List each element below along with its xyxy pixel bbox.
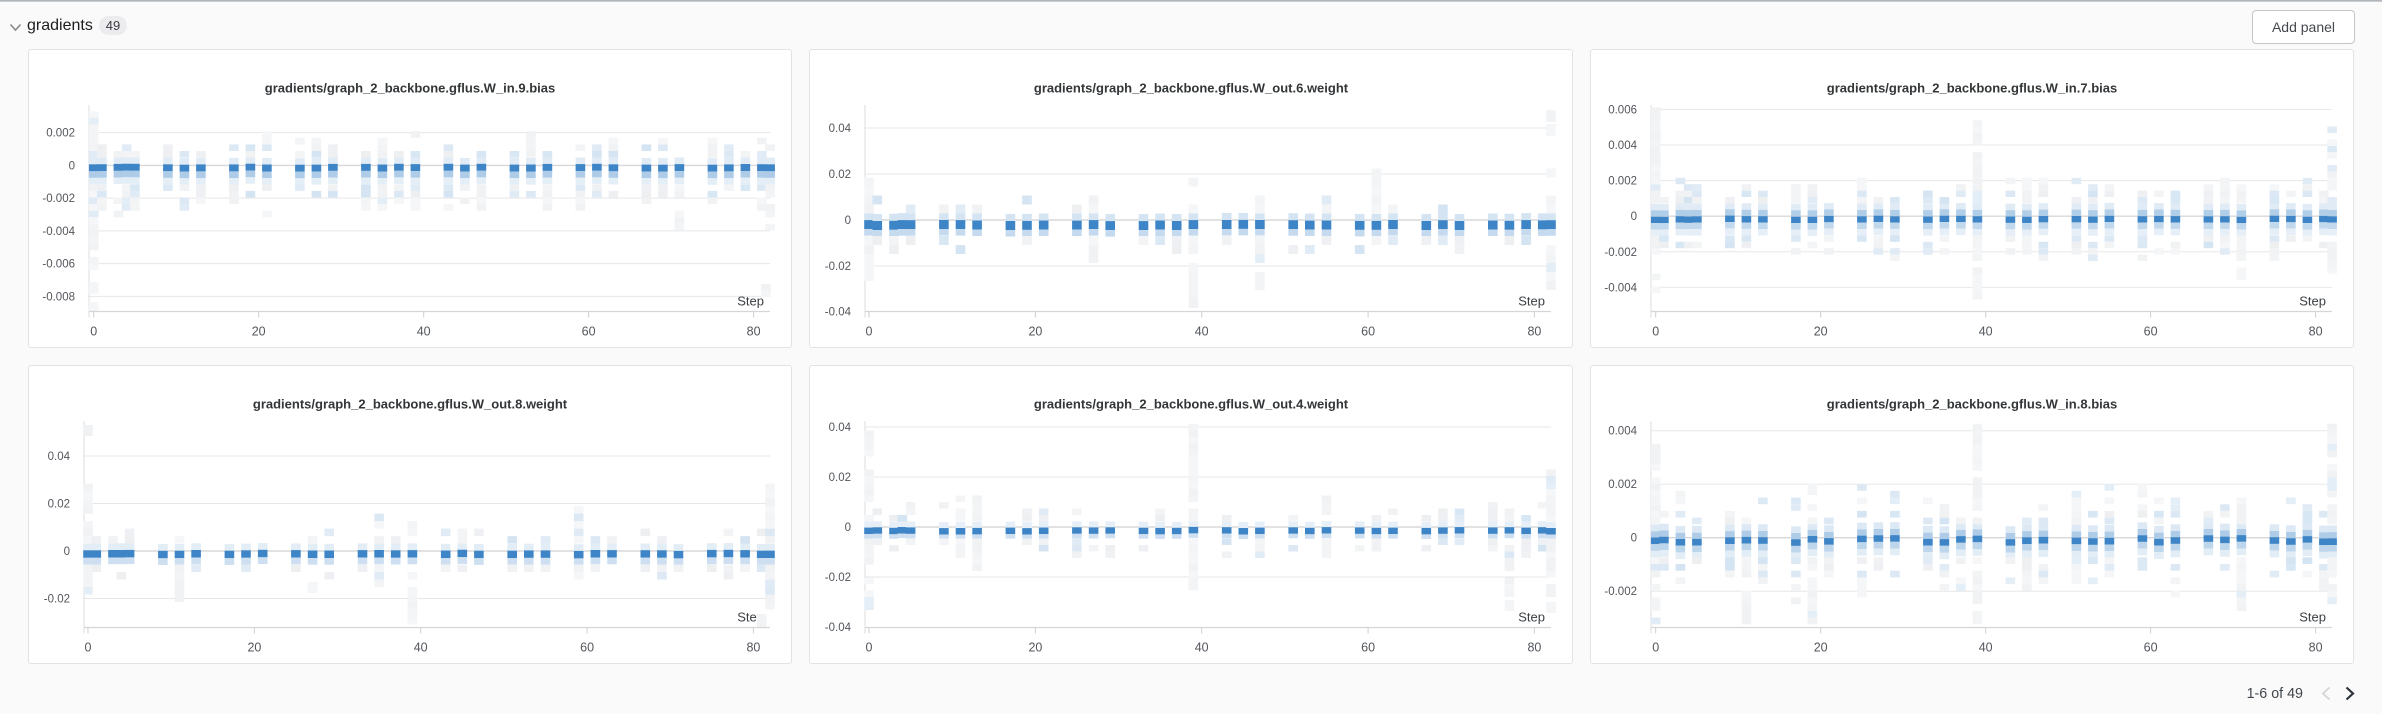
svg-text:0: 0 — [85, 641, 92, 655]
svg-text:gradients/graph_2_backbone.gfl: gradients/graph_2_backbone.gflus.W_out.6… — [1034, 81, 1349, 96]
svg-text:Step: Step — [1518, 610, 1545, 625]
svg-text:80: 80 — [1527, 641, 1541, 655]
svg-text:60: 60 — [582, 325, 596, 339]
svg-text:0: 0 — [1652, 641, 1659, 655]
svg-text:-0.02: -0.02 — [825, 572, 851, 584]
svg-text:0.02: 0.02 — [829, 472, 851, 484]
svg-text:80: 80 — [1527, 325, 1541, 339]
svg-text:40: 40 — [1979, 641, 1993, 655]
svg-text:gradients/graph_2_backbone.gfl: gradients/graph_2_backbone.gflus.W_out.8… — [253, 397, 568, 412]
svg-text:20: 20 — [252, 325, 266, 339]
svg-text:20: 20 — [247, 641, 261, 655]
svg-text:-0.02: -0.02 — [44, 594, 70, 606]
svg-text:40: 40 — [1195, 325, 1209, 339]
svg-text:0: 0 — [845, 215, 851, 227]
svg-text:Step: Step — [2299, 610, 2326, 625]
svg-text:80: 80 — [2309, 325, 2323, 339]
svg-text:40: 40 — [1195, 641, 1209, 655]
svg-text:Step: Step — [2299, 294, 2326, 309]
svg-text:-0.008: -0.008 — [42, 291, 75, 303]
svg-text:0: 0 — [866, 325, 873, 339]
svg-text:Step: Step — [737, 294, 764, 309]
svg-text:gradients/graph_2_backbone.gfl: gradients/graph_2_backbone.gflus.W_in.7.… — [1827, 81, 2117, 96]
svg-text:-0.002: -0.002 — [1604, 247, 1637, 259]
svg-text:-0.002: -0.002 — [42, 193, 75, 205]
svg-text:-0.006: -0.006 — [42, 259, 75, 271]
svg-text:gradients/graph_2_backbone.gfl: gradients/graph_2_backbone.gflus.W_in.8.… — [1827, 397, 2117, 412]
svg-text:40: 40 — [414, 641, 428, 655]
svg-text:-0.004: -0.004 — [42, 226, 75, 238]
svg-text:0.004: 0.004 — [1608, 426, 1637, 438]
svg-text:20: 20 — [1814, 325, 1828, 339]
svg-text:0: 0 — [1631, 211, 1637, 223]
svg-text:Step: Step — [1518, 294, 1545, 309]
svg-text:-0.04: -0.04 — [825, 307, 852, 319]
svg-text:gradients/graph_2_backbone.gfl: gradients/graph_2_backbone.gflus.W_in.9.… — [265, 81, 555, 96]
svg-text:0: 0 — [69, 160, 75, 172]
svg-text:0.04: 0.04 — [829, 123, 852, 135]
svg-text:0.004: 0.004 — [1608, 140, 1637, 152]
svg-text:0: 0 — [1631, 533, 1637, 545]
svg-text:0.04: 0.04 — [48, 451, 71, 463]
svg-text:0.02: 0.02 — [48, 499, 70, 511]
svg-text:0: 0 — [64, 546, 70, 558]
svg-text:0.002: 0.002 — [1608, 176, 1637, 188]
svg-text:0: 0 — [845, 522, 851, 534]
svg-text:60: 60 — [580, 641, 594, 655]
svg-text:60: 60 — [2144, 325, 2158, 339]
svg-text:0.02: 0.02 — [829, 169, 851, 181]
svg-text:60: 60 — [2144, 641, 2158, 655]
svg-text:0: 0 — [866, 641, 873, 655]
svg-text:20: 20 — [1028, 641, 1042, 655]
svg-text:80: 80 — [747, 325, 761, 339]
svg-text:0.04: 0.04 — [829, 422, 852, 434]
svg-text:60: 60 — [1361, 325, 1375, 339]
svg-text:20: 20 — [1814, 641, 1828, 655]
svg-text:80: 80 — [746, 641, 760, 655]
svg-text:0: 0 — [90, 325, 97, 339]
svg-text:-0.04: -0.04 — [825, 622, 852, 634]
svg-text:0.006: 0.006 — [1608, 104, 1637, 116]
svg-text:60: 60 — [1361, 641, 1375, 655]
svg-text:80: 80 — [2309, 641, 2323, 655]
svg-text:20: 20 — [1028, 325, 1042, 339]
svg-text:-0.02: -0.02 — [825, 261, 851, 273]
svg-text:40: 40 — [1979, 325, 1993, 339]
svg-text:40: 40 — [417, 325, 431, 339]
svg-text:0.002: 0.002 — [1608, 479, 1637, 491]
svg-text:gradients/graph_2_backbone.gfl: gradients/graph_2_backbone.gflus.W_out.4… — [1034, 397, 1349, 412]
svg-text:-0.004: -0.004 — [1604, 282, 1637, 294]
svg-text:-0.002: -0.002 — [1604, 586, 1637, 598]
svg-text:0.002: 0.002 — [46, 128, 75, 140]
svg-text:0: 0 — [1652, 325, 1659, 339]
